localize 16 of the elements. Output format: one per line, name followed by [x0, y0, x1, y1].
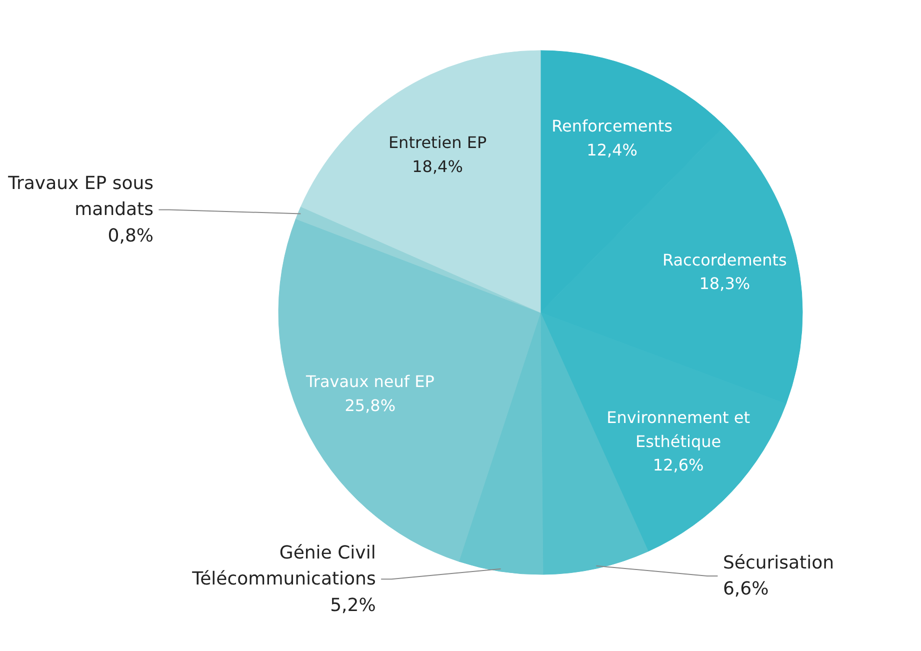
slice-label: Travaux neuf EP: [304, 372, 435, 392]
data-label: 0,8%: [108, 225, 154, 246]
data-label: 25,8%: [344, 396, 396, 415]
slice-label: Renforcements: [552, 116, 673, 136]
slice-label: Entretien EP: [388, 133, 487, 152]
slice-label: Environnement et Esthétique: [606, 408, 750, 451]
data-label: 5,2%: [330, 594, 376, 616]
data-label: 12,4%: [586, 140, 638, 160]
data-label: 12,6%: [652, 456, 704, 475]
slice-label: Raccordements: [662, 250, 787, 270]
data-label: 18,3%: [699, 274, 750, 294]
data-label: 18,4%: [412, 156, 463, 176]
slice-label: Travaux EP sous mandats: [7, 172, 154, 220]
slice-label: Sécurisation: [722, 552, 834, 574]
data-label: 6,6%: [722, 578, 769, 600]
slice-label: Génie Civil Télécommunications: [191, 542, 376, 590]
